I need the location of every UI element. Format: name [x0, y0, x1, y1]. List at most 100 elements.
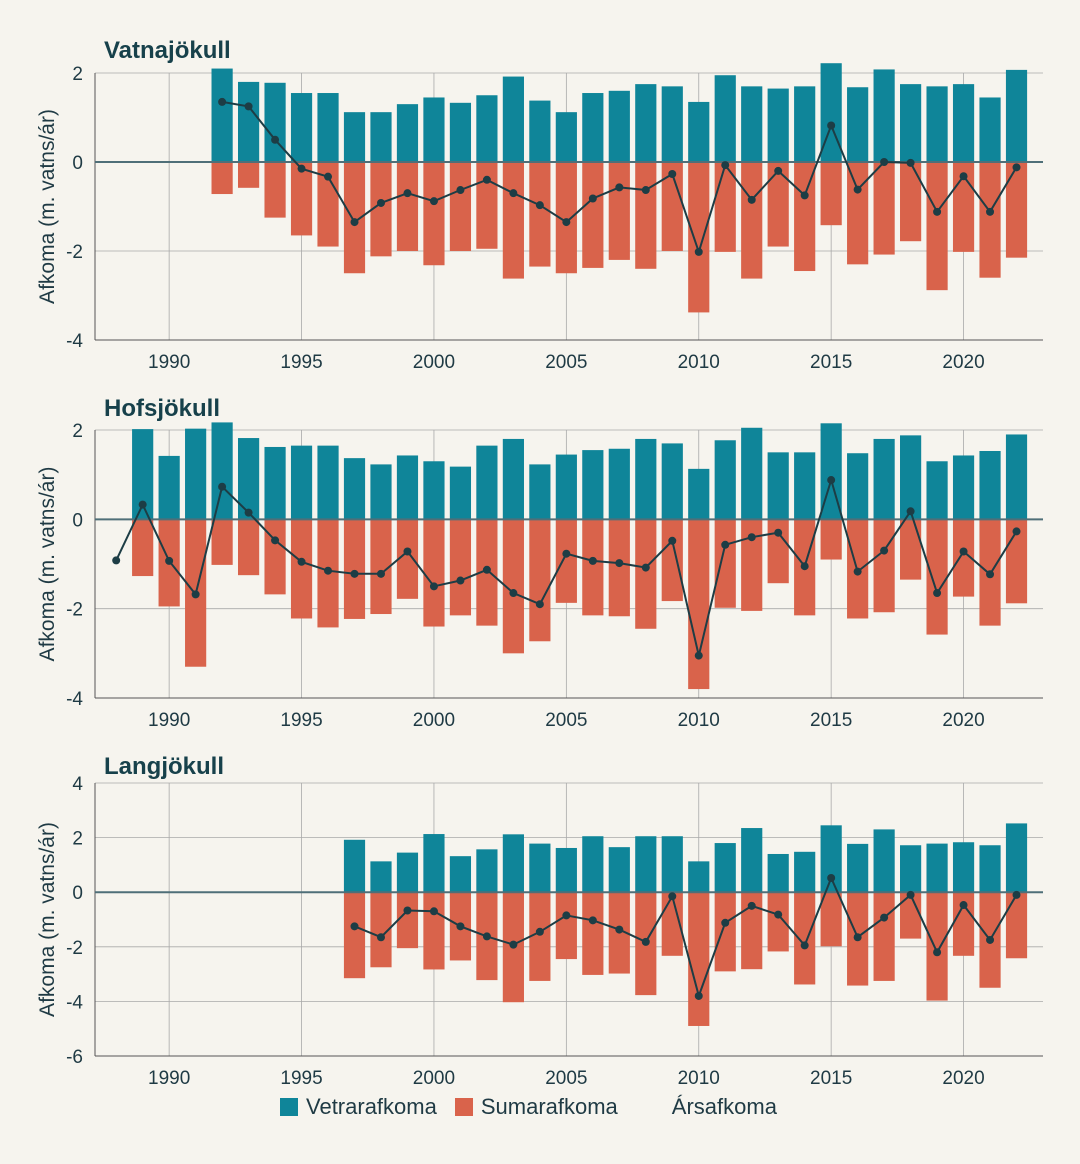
- hofsjokull-annual-point-2006: [588, 556, 597, 565]
- hofsjokull-winter-bar-1993: [237, 438, 260, 520]
- langjokull-annual-point-2002: [482, 932, 491, 941]
- vatnajokull-winter-bar-2010: [688, 101, 710, 162]
- langjokull-annual-point-2019: [933, 948, 942, 957]
- vatnajokull-winter-bar-1999: [396, 104, 419, 162]
- hofsjokull-summer-bar-2006: [582, 519, 604, 616]
- hofsjokull-winter-bar-2007: [608, 448, 630, 520]
- langjokull-ytick-label--4: -4: [66, 992, 83, 1013]
- vatnajokull-summer-bar-2002: [476, 162, 498, 249]
- langjokull-annual-point-2014: [800, 941, 809, 950]
- vatnajokull-summer-bar-1999: [396, 162, 419, 251]
- vatnajokull-annual-point-2018: [906, 158, 915, 167]
- langjokull-ytick-label-4: 4: [72, 774, 83, 795]
- langjokull-summer-bar-2010: [688, 892, 710, 1026]
- vatnajokull-summer-bar-2006: [582, 162, 604, 268]
- hofsjokull-winter-bar-1997: [343, 458, 366, 520]
- hofsjokull-annual-point-2008: [641, 563, 650, 572]
- vatnajokull-annual-point-2021: [986, 207, 995, 216]
- vatnajokull-annual-point-2002: [482, 175, 491, 184]
- langjokull-annual-point-2016: [853, 933, 862, 942]
- vatnajokull-summer-bar-2015: [820, 162, 842, 226]
- hofsjokull-winter-bar-1998: [370, 464, 392, 520]
- hofsjokull-winter-bar-1996: [317, 445, 339, 520]
- hofsjokull-summer-bar-2007: [608, 519, 630, 617]
- langjokull-summer-bar-2011: [714, 892, 736, 972]
- hofsjokull-summer-bar-1998: [370, 519, 392, 615]
- vatnajokull-annual-point-2016: [853, 185, 862, 194]
- langjokull-summer-bar-2000: [423, 892, 445, 970]
- langjokull-winter-bar-2012: [741, 828, 763, 893]
- langjokull-annual-point-2015: [827, 874, 836, 883]
- vatnajokull-winter-bar-1992: [211, 68, 233, 162]
- vatnajokull-summer-bar-1998: [370, 162, 392, 257]
- hofsjokull-summer-bar-2000: [423, 519, 445, 627]
- vatnajokull-summer-bar-2021: [979, 162, 1001, 278]
- vatnajokull-annual-point-2003: [509, 189, 518, 198]
- hofsjokull-summer-bar-1989: [132, 519, 154, 577]
- hofsjokull-winter-bar-2020: [952, 455, 975, 520]
- hofsjokull-annual-point-2022: [1012, 527, 1021, 536]
- vatnajokull-summer-bar-2005: [555, 162, 577, 274]
- hofsjokull-summer-bar-2008: [635, 519, 657, 629]
- legend: Vetrarafkoma Sumarafkoma Ársafkoma: [280, 1094, 785, 1120]
- hofsjokull-annual-point-2009: [668, 536, 677, 545]
- langjokull-winter-bar-2018: [900, 845, 922, 893]
- vatnajokull-xtick-label-2000: 2000: [413, 352, 455, 373]
- langjokull-summer-bar-2014: [794, 892, 816, 985]
- langjokull-winter-bar-1999: [396, 852, 419, 893]
- hofsjokull-summer-bar-2013: [767, 519, 789, 584]
- hofsjokull-winter-bar-2011: [714, 440, 736, 520]
- vatnajokull-winter-bar-1995: [290, 93, 313, 162]
- hofsjokull-annual-point-2007: [615, 559, 624, 568]
- vatnajokull-winter-bar-1996: [317, 93, 339, 162]
- hofsjokull-summer-bar-1992: [211, 519, 233, 565]
- hofsjokull-summer-bar-2001: [449, 519, 472, 616]
- hofsjokull-winter-bar-2005: [555, 454, 577, 520]
- hofsjokull-winter-bar-1992: [211, 422, 233, 520]
- hofsjokull-summer-bar-2011: [714, 519, 736, 608]
- langjokull-winter-bar-2009: [661, 836, 683, 893]
- vatnajokull-annual-point-2020: [959, 172, 968, 181]
- hofsjokull-winter-bar-2001: [449, 466, 472, 520]
- langjokull-winter-bar-2000: [423, 834, 445, 893]
- langjokull-xtick-label-1990: 1990: [148, 1068, 190, 1089]
- hofsjokull-summer-bar-2005: [555, 519, 577, 603]
- vatnajokull-summer-bar-2003: [502, 162, 524, 279]
- hofsjokull-winter-bar-2013: [767, 452, 789, 520]
- hofsjokull-winter-bar-2003: [502, 438, 524, 520]
- hofsjokull-annual-point-2012: [747, 533, 756, 542]
- vatnajokull-summer-bar-1994: [264, 162, 286, 218]
- vatnajokull-summer-bar-1996: [317, 162, 339, 247]
- hofsjokull-summer-bar-1995: [290, 519, 313, 619]
- hofsjokull-summer-bar-2015: [820, 519, 842, 560]
- hofsjokull-annual-point-2019: [933, 589, 942, 598]
- langjokull-annual-point-1998: [376, 933, 385, 942]
- hofsjokull-summer-bar-1993: [237, 519, 260, 576]
- hofsjokull-summer-bar-2017: [873, 519, 895, 613]
- vatnajokull-annual-point-2005: [562, 218, 571, 227]
- hofsjokull-xtick-label-1995: 1995: [280, 710, 322, 731]
- hofsjokull-xtick-label-2010: 2010: [678, 710, 720, 731]
- legend-label-annual: Ársafkoma: [671, 1094, 777, 1119]
- vatnajokull-summer-bar-1995: [290, 162, 313, 236]
- hofsjokull-annual-point-2005: [562, 549, 571, 558]
- vatnajokull-annual-point-2012: [747, 195, 756, 204]
- vatnajokull-winter-bar-2018: [900, 84, 922, 162]
- vatnajokull-winter-bar-1997: [343, 112, 366, 162]
- langjokull-annual-point-2001: [456, 922, 465, 931]
- hofsjokull-annual-point-2013: [774, 528, 783, 537]
- langjokull-xtick-label-2015: 2015: [810, 1068, 852, 1089]
- vatnajokull-annual-point-1998: [376, 198, 385, 207]
- vatnajokull-summer-bar-2012: [741, 162, 763, 279]
- hofsjokull-summer-bar-1997: [343, 519, 366, 619]
- legend-swatch-annual: [636, 1106, 666, 1108]
- langjokull-xtick-label-2010: 2010: [678, 1068, 720, 1089]
- vatnajokull-annual-point-1993: [244, 102, 253, 111]
- hofsjokull-annual-point-1995: [297, 557, 306, 566]
- langjokull-summer-bar-2020: [952, 892, 975, 956]
- vatnajokull-title: Vatnajökull: [104, 37, 231, 64]
- hofsjokull-annual-point-2018: [906, 507, 915, 516]
- langjokull-title: Langjökull: [104, 753, 224, 780]
- hofsjokull-summer-bar-2012: [741, 519, 763, 611]
- langjokull-summer-bar-2019: [926, 892, 948, 1001]
